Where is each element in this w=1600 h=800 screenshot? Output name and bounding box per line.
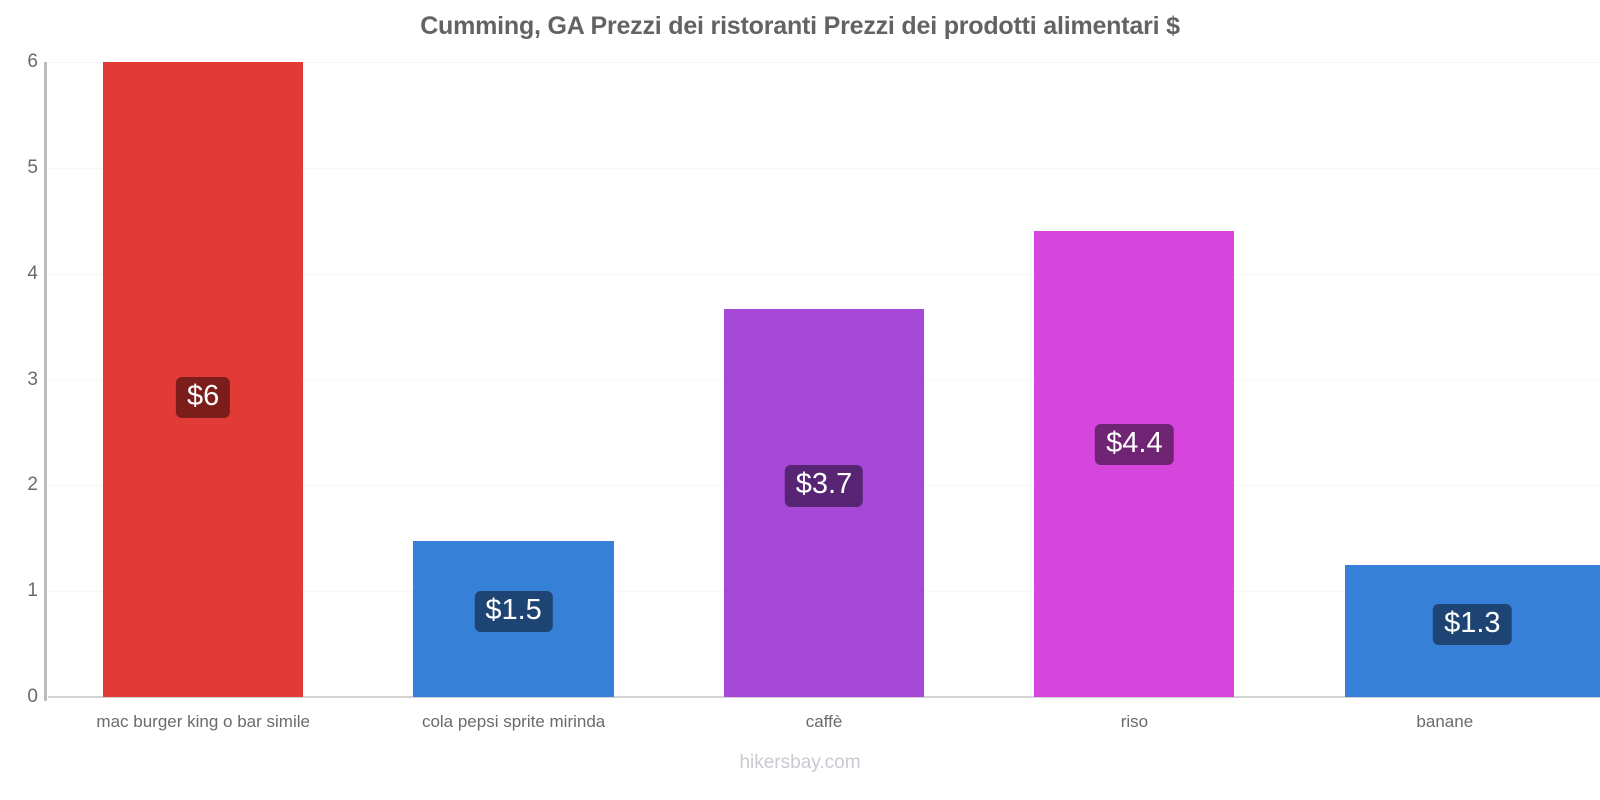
bar-value-label: $6 bbox=[176, 376, 231, 418]
gridline bbox=[48, 62, 1600, 63]
y-tick-label: 0 bbox=[27, 686, 38, 707]
bar-value-label: $3.7 bbox=[784, 465, 864, 507]
bar-value-label: $1.5 bbox=[474, 591, 553, 633]
bar-value-label: $4.4 bbox=[1095, 423, 1174, 465]
footer-credit: hikersbay.com bbox=[739, 752, 861, 773]
y-tick-label: 2 bbox=[27, 474, 38, 496]
gridline bbox=[48, 273, 1600, 275]
y-axis-line bbox=[44, 62, 47, 701]
bar[interactable]: $6 bbox=[103, 62, 304, 697]
bar[interactable]: $4.4 bbox=[1034, 231, 1235, 697]
chart-title: Cumming, GA Prezzi dei ristoranti Prezzi… bbox=[420, 12, 1180, 40]
gridline bbox=[48, 167, 1600, 169]
y-tick-label: 1 bbox=[27, 580, 38, 602]
bar[interactable]: $1.3 bbox=[1344, 564, 1600, 697]
x-tick-label: mac burger king o bar simile bbox=[96, 712, 310, 731]
x-tick-label: riso bbox=[1120, 712, 1149, 731]
plot-area: $6 $1.5 $3.7 $4.4 $1.3 bbox=[48, 62, 1600, 697]
x-tick-label: caffè bbox=[805, 712, 843, 731]
x-axis-line bbox=[48, 696, 1600, 698]
bar-value-label: $1.3 bbox=[1433, 603, 1512, 645]
y-tick-label: 4 bbox=[27, 262, 38, 284]
y-tick-label: 6 bbox=[27, 51, 38, 72]
bar[interactable]: $1.5 bbox=[413, 541, 614, 697]
x-tick-label: banane bbox=[1416, 712, 1474, 731]
y-tick-label: 5 bbox=[27, 156, 38, 178]
x-tick-label: cola pepsi sprite mirinda bbox=[421, 712, 606, 731]
y-tick-label: 3 bbox=[27, 368, 38, 390]
bar[interactable]: $3.7 bbox=[723, 308, 925, 697]
